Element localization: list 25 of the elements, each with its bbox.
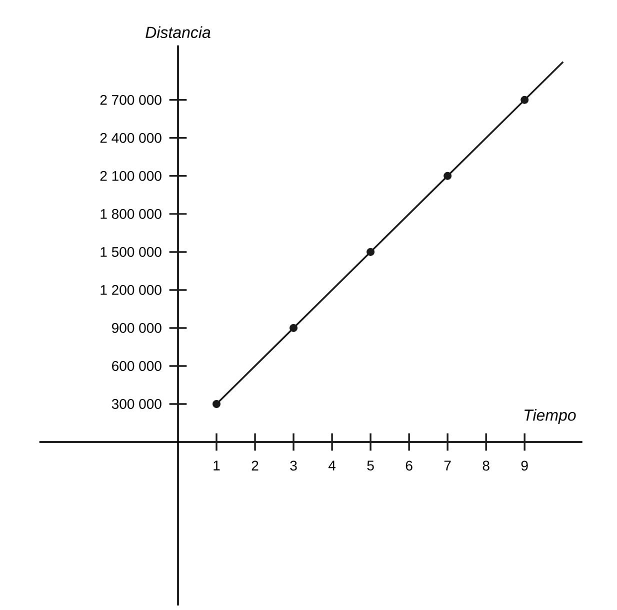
y-tick-label: 300 000: [112, 399, 162, 409]
x-tick-label: 4: [328, 460, 336, 470]
point: [520, 96, 529, 104]
y-tick-label: 600 000: [112, 361, 162, 371]
y-tick-label: 2 100 000: [100, 170, 162, 181]
x-tick-label: 2: [252, 460, 258, 470]
y-axis-title: Distancia: [146, 26, 210, 38]
point: [366, 248, 375, 256]
y-tick-label: 1 500 000: [100, 247, 162, 257]
point: [444, 172, 452, 180]
y-tick-label: 1 800 000: [100, 208, 162, 219]
y-tick-label: 900 000: [112, 323, 162, 333]
x-axis-title: Tiempo: [524, 409, 576, 424]
y-tick-label: 1 200 000: [100, 285, 162, 295]
x-tick-label: 8: [482, 460, 490, 471]
x-tick-label: 6: [406, 460, 412, 471]
y-tick-label: 2 400 000: [100, 132, 162, 143]
y-tick-label: 2 700 000: [100, 94, 162, 105]
x-tick-label: 1: [214, 460, 220, 470]
x-tick-label: 9: [521, 460, 528, 471]
point: [290, 324, 298, 332]
point: [212, 400, 221, 408]
x-tick-label: 7: [444, 460, 451, 470]
x-tick-label: 5: [367, 460, 374, 470]
x-tick-label: 3: [290, 460, 297, 471]
